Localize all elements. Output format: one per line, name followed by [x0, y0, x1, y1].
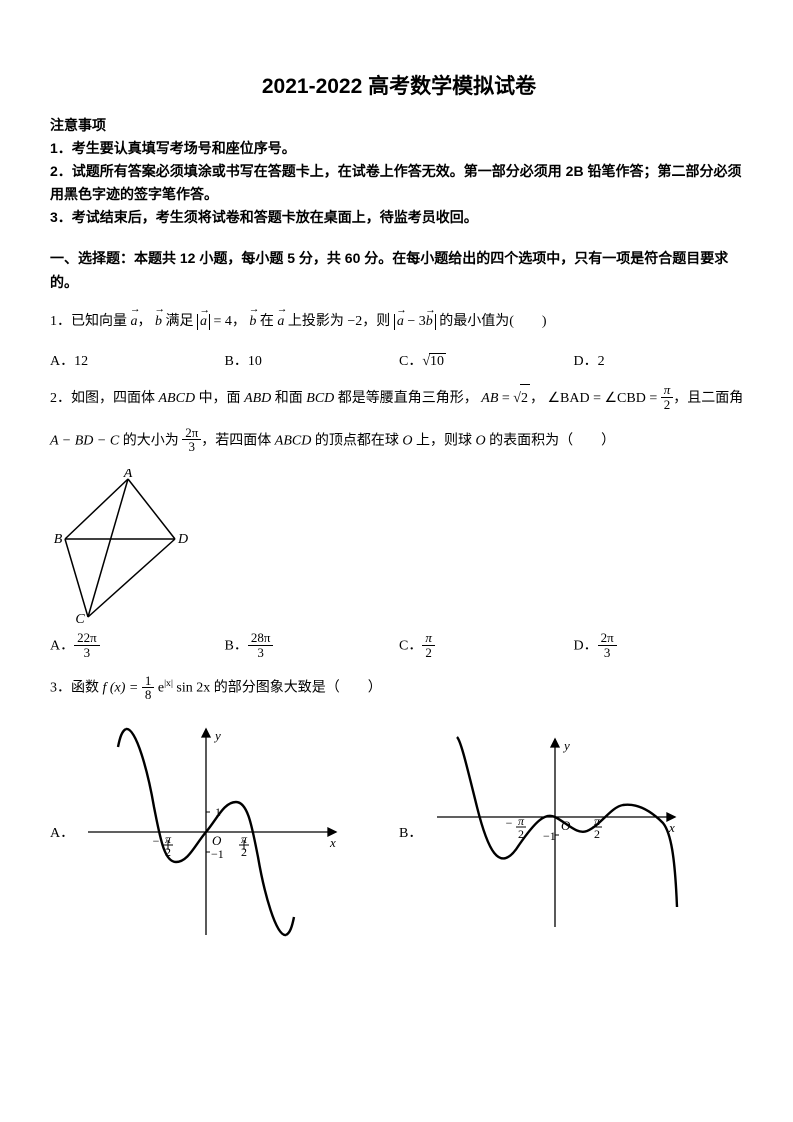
- frac-2pi-3: 2π3: [182, 426, 201, 454]
- q1-eq1: = 4，: [210, 314, 246, 329]
- q3-graph-row: A． 1 −1 O y x: [50, 717, 748, 947]
- question-2-line2: A − BD − C 的大小为 2π3，若四面体 ABCD 的顶点都在球 O 上…: [50, 427, 748, 455]
- q1-opt-d: D．2: [574, 350, 749, 370]
- svg-text:x: x: [329, 835, 336, 850]
- exam-page: 2021-2022 高考数学模拟试卷 注意事项 1．考生要认真填写考场号和座位序…: [0, 0, 793, 987]
- q2-opt-d: D．2π3: [574, 632, 749, 660]
- abs-a-3b: a − 3b: [394, 314, 436, 331]
- notice-2: 2．试题所有答案必须填涂或书写在答题卡上，在试卷上作答无效。第一部分必须用 2B…: [50, 160, 748, 206]
- question-3: 3．函数 f (x) = 18 e|x| sin 2x 的部分图象大致是（ ）: [50, 674, 748, 703]
- q1-opt-c: C．10: [399, 350, 574, 370]
- notice-header: 注意事项: [50, 114, 748, 137]
- svg-text:y: y: [562, 738, 570, 753]
- section-1-header: 一、选择题：本题共 12 小题，每小题 5 分，共 60 分。在每小题给出的四个…: [50, 247, 748, 293]
- svg-text:−1: −1: [543, 829, 556, 843]
- notice-1: 1．考生要认真填写考场号和座位序号。: [50, 137, 748, 160]
- page-title: 2021-2022 高考数学模拟试卷: [50, 70, 748, 100]
- q1-proj: 上投影为 −2，则: [284, 314, 393, 329]
- svg-text:A: A: [123, 469, 133, 481]
- svg-text:π: π: [241, 832, 248, 846]
- q1-options: A．12 B．10 C．10 D．2: [50, 350, 748, 370]
- svg-text:y: y: [213, 728, 221, 743]
- svg-text:D: D: [177, 532, 188, 547]
- vector-a: a: [131, 308, 138, 336]
- svg-text:−1: −1: [211, 847, 224, 861]
- graph-b: y x O −1 − π 2 π 2: [427, 727, 687, 937]
- vector-b: b: [155, 308, 162, 336]
- vector-a2: a: [277, 308, 284, 336]
- q2-opt-a: A．22π3: [50, 632, 225, 660]
- q2-options: A．22π3 B．28π3 C．π2 D．2π3: [50, 632, 748, 660]
- svg-text:π: π: [518, 814, 525, 828]
- frac-1-8: 18: [142, 674, 155, 702]
- sqrt-2: 2: [513, 384, 530, 413]
- svg-text:O: O: [212, 833, 222, 848]
- q3-opt-b-label: B．: [399, 822, 427, 842]
- svg-text:−: −: [153, 834, 160, 848]
- svg-text:π: π: [165, 832, 172, 846]
- question-2-line1: 2．如图，四面体 ABCD 中，面 ABD 和面 BCD 都是等腰直角三角形， …: [50, 384, 748, 413]
- vector-b2: b: [249, 308, 256, 336]
- svg-text:B: B: [54, 532, 63, 547]
- svg-text:−: −: [506, 816, 513, 830]
- graph-a: 1 −1 O y x − π 2 π 2: [78, 717, 348, 947]
- svg-text:C: C: [75, 612, 85, 624]
- q1-opt-a: A．12: [50, 350, 225, 370]
- notice-3: 3．考试结束后，考生须将试卷和答题卡放在桌面上，待监考员收回。: [50, 206, 748, 229]
- q2-opt-c: C．π2: [399, 632, 574, 660]
- sqrt-10: 10: [422, 353, 446, 370]
- svg-text:2: 2: [594, 827, 600, 841]
- q1-sep2: 满足: [162, 314, 197, 329]
- q1-sep3: 在: [256, 314, 277, 329]
- q2-figure: A B D C: [50, 469, 748, 624]
- abs-a: a: [197, 314, 210, 331]
- question-1: 1．已知向量 a， b 满足 a = 4， b 在 a 上投影为 −2，则 a …: [50, 308, 748, 336]
- q2-opt-b: B．28π3: [225, 632, 400, 660]
- q1-pre: 1．已知向量: [50, 314, 131, 329]
- frac-pi-2: π2: [661, 383, 674, 411]
- svg-text:2: 2: [241, 845, 247, 859]
- q3-opt-a-label: A．: [50, 822, 78, 842]
- q1-opt-b: B．10: [225, 350, 400, 370]
- q1-tail: 的最小值为( ): [439, 314, 546, 329]
